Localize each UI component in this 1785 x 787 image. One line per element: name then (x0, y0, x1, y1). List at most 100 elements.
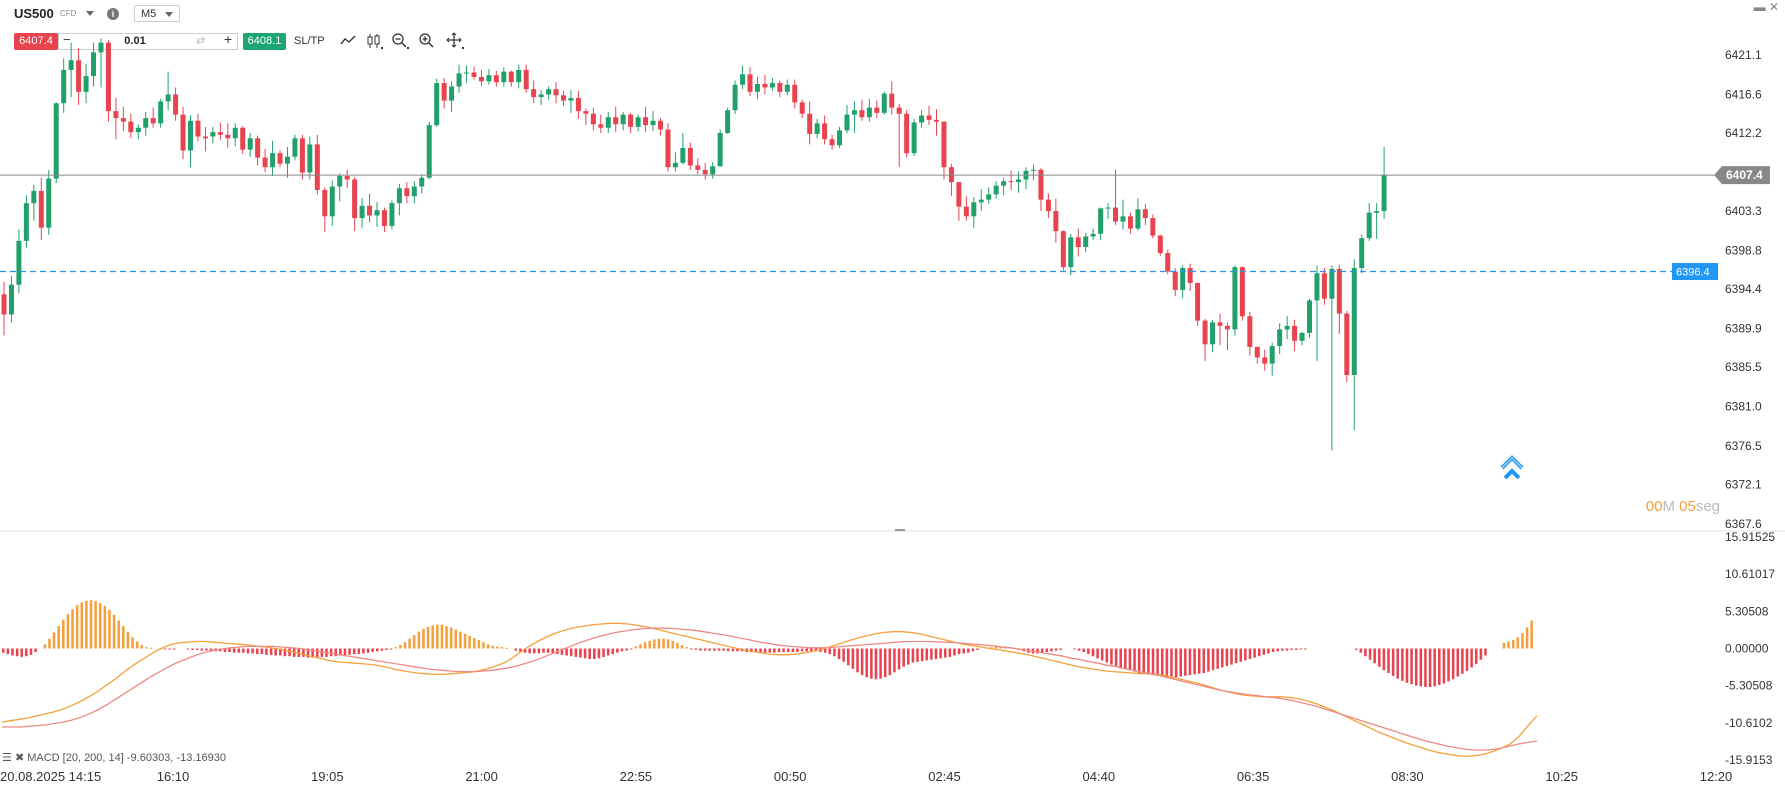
histogram-bar (232, 648, 236, 653)
candle (1336, 264, 1342, 334)
quantity-input[interactable]: 0.01 (124, 35, 146, 47)
crosshair-icon[interactable] (446, 32, 464, 50)
candle (695, 158, 701, 175)
close-icon[interactable]: ✕ (1768, 0, 1779, 14)
candle (657, 118, 663, 136)
timeframe-select[interactable]: M5 (134, 5, 180, 22)
candle (896, 104, 902, 168)
histogram-bar (385, 648, 388, 650)
zoom-in-icon[interactable] (418, 32, 436, 50)
histogram-bar (1207, 648, 1210, 672)
histogram-bar (625, 648, 628, 651)
swap-icon[interactable]: ⇄ (196, 35, 206, 47)
candle (762, 75, 768, 95)
histogram-bar (680, 644, 684, 649)
histogram-bar (339, 648, 342, 656)
candle (188, 115, 193, 168)
histogram-bar (634, 646, 638, 649)
candle (113, 97, 119, 140)
histogram-bar (302, 648, 305, 657)
histogram-bar (1050, 648, 1053, 652)
histogram-bar (967, 648, 970, 653)
candle (1083, 232, 1089, 253)
histogram-bar (20, 648, 24, 657)
info-icon[interactable]: i (107, 8, 119, 20)
histogram-bar (1216, 648, 1219, 669)
candle (143, 111, 149, 136)
candle (1321, 268, 1327, 305)
macd-indicator-label[interactable]: ☰ ✖ MACD [20, 200, 14] -9.60303, -13.169… (2, 751, 226, 764)
histogram-bar (925, 648, 929, 661)
candle (1329, 265, 1335, 451)
sltp-button[interactable]: SL/TP (294, 35, 325, 47)
quantity-stepper (58, 33, 238, 50)
histogram-bar (1382, 648, 1386, 671)
histogram-bar (851, 648, 855, 669)
candle (329, 180, 335, 226)
candle (128, 113, 134, 139)
candle (240, 126, 246, 155)
histogram-bar (1096, 648, 1099, 659)
candle (1314, 265, 1320, 361)
histogram-bar (1179, 648, 1182, 677)
candle (337, 173, 343, 202)
histogram-bar (1248, 648, 1252, 660)
histogram-bar (897, 648, 901, 670)
candle (814, 118, 820, 139)
histogram-bar (537, 648, 541, 654)
histogram-bar (842, 648, 845, 662)
histogram-bar (907, 648, 910, 665)
histogram-bar (565, 648, 568, 656)
histogram-bar (89, 600, 93, 649)
candle (1239, 266, 1245, 321)
candle (769, 77, 775, 91)
zoom-out-icon[interactable] (391, 32, 409, 50)
buy-button[interactable]: 6408.1 (243, 33, 286, 50)
menu-icon[interactable]: ☰ (2, 752, 12, 764)
symbol-dropdown-icon[interactable] (86, 11, 94, 16)
candle (1030, 164, 1036, 181)
candles-icon[interactable] (365, 32, 383, 50)
candle (158, 98, 164, 128)
candle (837, 126, 843, 148)
histogram-bar (1077, 648, 1081, 651)
line-chart-icon[interactable] (339, 32, 357, 50)
candle (799, 99, 805, 119)
candle (1075, 228, 1081, 257)
close-icon[interactable]: ✖ (14, 752, 25, 764)
histogram-bar (371, 648, 374, 653)
histogram-bar (1147, 648, 1150, 675)
histogram-bar (343, 648, 347, 656)
histogram-bar (930, 648, 933, 660)
histogram-bar (29, 648, 33, 655)
candle (1127, 212, 1133, 234)
histogram-bar (200, 648, 204, 651)
candle (1135, 197, 1141, 231)
minimize-icon[interactable]: ▬ (1753, 0, 1766, 14)
candle (195, 113, 201, 141)
histogram-bar (1211, 648, 1215, 671)
histogram-bar (186, 648, 190, 650)
histogram-bar (1461, 648, 1464, 674)
candle (255, 135, 261, 166)
quantity-decrement-button[interactable]: − (63, 32, 71, 47)
quantity-increment-button[interactable]: + (224, 31, 233, 47)
histogram-bar (195, 648, 199, 650)
candle (844, 104, 850, 134)
symbol-name[interactable]: US500 (14, 6, 54, 21)
sell-button[interactable]: 6407.4 (14, 33, 58, 50)
candle (83, 63, 89, 104)
histogram-bar (874, 648, 878, 680)
timer-m: M (1662, 498, 1675, 515)
candle (561, 90, 566, 106)
candle (1038, 168, 1044, 212)
candle (411, 181, 417, 204)
candle (359, 197, 365, 228)
candle (1157, 234, 1163, 256)
histogram-bar (1119, 648, 1122, 668)
candle (1053, 198, 1059, 243)
candle (501, 67, 507, 87)
candle (1150, 214, 1156, 239)
histogram-bar (117, 620, 120, 649)
